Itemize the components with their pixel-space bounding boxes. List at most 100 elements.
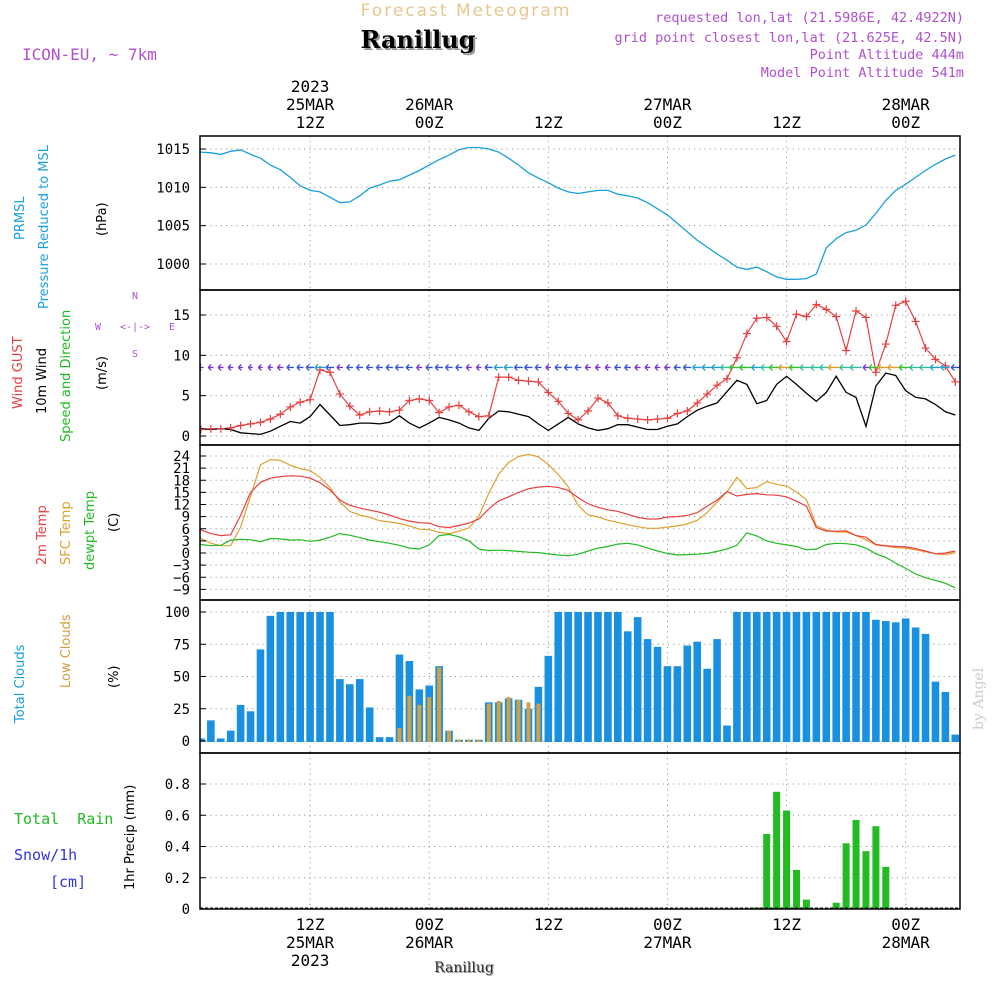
y-tick-label: 5 xyxy=(182,389,190,405)
gust-marker xyxy=(842,346,851,355)
total-cloud-bar xyxy=(693,641,702,742)
gust-marker xyxy=(822,305,831,314)
total-cloud-bar xyxy=(623,631,632,742)
direction-arrow xyxy=(434,363,443,371)
total-cloud-bar xyxy=(395,654,404,742)
gust-marker xyxy=(425,396,434,405)
precip-bar xyxy=(842,843,850,909)
low-cloud-bar xyxy=(526,702,531,742)
total-cloud-bar xyxy=(326,612,334,742)
direction-arrow xyxy=(563,363,573,371)
top-time-label: 12Z xyxy=(534,113,563,132)
total-cloud-bar xyxy=(564,612,572,742)
direction-arrow xyxy=(644,363,651,371)
bottom-time-label: 26MAR xyxy=(405,933,454,952)
gust-marker xyxy=(266,415,275,424)
gust-marker xyxy=(514,376,523,385)
gust-marker xyxy=(405,396,414,405)
direction-arrow xyxy=(614,363,621,371)
total-cloud-bar xyxy=(296,612,304,742)
footer-location: Ranillug xyxy=(434,960,494,976)
total-cloud-bar xyxy=(653,646,662,742)
direction-arrow xyxy=(296,363,304,371)
direction-arrow xyxy=(314,363,326,371)
direction-arrow xyxy=(950,363,960,371)
gust-marker xyxy=(713,381,722,390)
y-tick-label: 0.8 xyxy=(165,777,190,793)
direction-arrow xyxy=(929,363,941,371)
direction-arrow xyxy=(909,363,922,371)
direction-arrow xyxy=(346,363,353,371)
gust-marker xyxy=(951,377,960,386)
top-time-label: 28MAR xyxy=(882,95,931,114)
direction-arrow xyxy=(257,363,263,371)
direction-arrow xyxy=(207,363,214,371)
prmsl-label: PRMSL xyxy=(13,196,28,240)
direction-arrow xyxy=(305,363,315,371)
gust-marker xyxy=(355,411,364,420)
gust-marker xyxy=(852,306,861,315)
direction-arrow xyxy=(940,363,950,371)
gust-marker xyxy=(663,414,672,423)
bottom-time-label: 28MAR xyxy=(882,933,931,952)
snow-label: Snow/1h xyxy=(14,846,77,864)
direction-arrow xyxy=(664,363,671,371)
total-cloud-bar xyxy=(633,617,642,742)
y-tick-label: 9 xyxy=(182,510,190,526)
direction-arrow xyxy=(276,363,284,371)
total-cloud-bar xyxy=(276,612,285,742)
total-cloud-bar xyxy=(554,612,563,742)
top-time-label: 26MAR xyxy=(405,95,454,114)
bottom-time-label: 12Z xyxy=(296,915,325,934)
compass-n: N xyxy=(132,291,138,302)
total-cloud-bar xyxy=(584,612,592,742)
direction-arrow xyxy=(554,363,562,371)
compass-s: S xyxy=(132,349,138,360)
gust-marker xyxy=(524,377,533,386)
y-tick-label: 21 xyxy=(173,461,190,477)
y-tick-label: 0 xyxy=(182,734,190,750)
y-tick-label: 100 xyxy=(165,605,190,621)
low-clouds-label: Low Clouds xyxy=(59,614,74,688)
direction-arrow xyxy=(465,363,472,371)
top-time-label: 00Z xyxy=(891,113,920,132)
total-cloud-bar xyxy=(544,655,553,742)
low-cloud-bar xyxy=(496,701,501,742)
low-cloud-bar xyxy=(437,667,442,742)
requested-coords: requested lon,lat (21.5986E, 42.4922N) xyxy=(655,10,964,26)
gust-marker xyxy=(216,424,225,433)
y-tick-label: 6 xyxy=(182,522,190,538)
direction-arrow xyxy=(247,363,253,371)
y-tick-label: 15 xyxy=(173,485,190,501)
ms-unit-label: (m/s) xyxy=(95,356,110,390)
direction-arrow xyxy=(286,363,294,371)
wind-10m-label: 10m Wind xyxy=(35,348,50,414)
total-cloud-bar xyxy=(266,615,275,742)
gust-marker xyxy=(435,408,444,417)
direction-arrow xyxy=(188,364,193,370)
total-cloud-bar xyxy=(683,645,692,742)
gust-marker xyxy=(742,329,751,338)
precip-bar xyxy=(792,869,800,909)
gust-marker xyxy=(772,322,781,331)
precip-bar xyxy=(763,834,771,909)
gust-marker xyxy=(911,317,920,326)
total-cloud-bar xyxy=(832,612,840,742)
bottom-time-label: 25MAR xyxy=(286,933,335,952)
gust-marker xyxy=(200,425,205,434)
total-cloud-bar xyxy=(306,612,314,742)
direction-arrow xyxy=(365,363,373,371)
direction-arrow xyxy=(455,363,463,371)
gust-marker xyxy=(881,340,890,349)
precip-bar xyxy=(862,851,870,909)
direction-arrow xyxy=(385,363,393,371)
gust-marker xyxy=(643,415,652,424)
gust-marker xyxy=(802,312,811,321)
y-tick-label: 24 xyxy=(173,449,190,465)
total-cloud-bar xyxy=(643,639,652,742)
gust-marker xyxy=(494,373,503,382)
total-cloud-bar xyxy=(921,633,930,742)
gust-marker xyxy=(296,398,305,407)
direction-arrow xyxy=(673,363,681,371)
bottom-time-label: 00Z xyxy=(653,915,682,934)
